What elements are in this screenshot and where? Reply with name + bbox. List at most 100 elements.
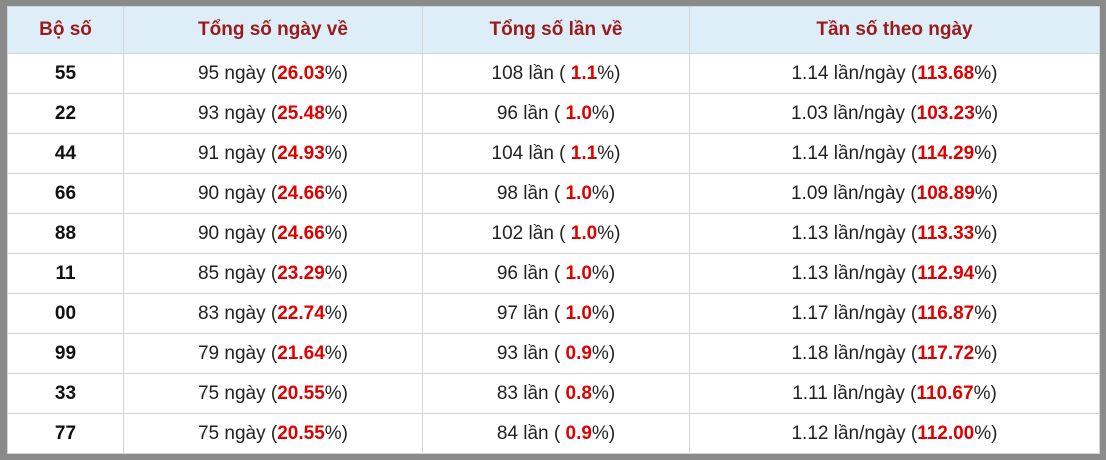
stat-cell: 84 lần ( 0.9%) <box>422 413 690 454</box>
percent-value: 0.8 <box>565 382 592 404</box>
stat-text: 93 ngày ( <box>197 102 278 124</box>
stat-text: %) <box>324 62 348 84</box>
percent-value: 24.66 <box>277 222 325 244</box>
pair-number: 88 <box>7 213 124 254</box>
stat-cell: 91 ngày (24.93%) <box>123 133 423 174</box>
stat-text: 1.09 lần/ngày ( <box>790 182 917 204</box>
stat-text: 104 lần ( <box>491 142 571 164</box>
percent-value: 112.94 <box>917 262 975 284</box>
stat-text: %) <box>974 422 998 444</box>
stat-text: 1.12 lần/ngày ( <box>791 422 918 444</box>
stat-cell: 96 lần ( 1.0%) <box>422 253 690 294</box>
stat-cell: 90 ngày (24.66%) <box>123 213 423 254</box>
stat-text: 93 lần ( <box>496 342 566 364</box>
stat-text: %) <box>974 142 998 164</box>
percent-value: 117.72 <box>917 342 975 364</box>
stat-text: 98 lần ( <box>496 182 566 204</box>
stat-text: 95 ngày ( <box>197 62 278 84</box>
stat-cell: 93 ngày (25.48%) <box>123 93 423 134</box>
stat-text: %) <box>324 222 348 244</box>
stat-text: 108 lần ( <box>491 62 571 84</box>
stat-text: %) <box>591 382 616 404</box>
stat-cell: 1.18 lần/ngày (117.72%) <box>689 333 1100 374</box>
stat-text: %) <box>591 262 616 284</box>
percent-value: 1.0 <box>565 262 592 284</box>
stat-text: %) <box>591 422 616 444</box>
pair-number: 22 <box>7 93 124 134</box>
stat-text: 1.13 lần/ngày ( <box>791 222 918 244</box>
stat-text: 83 ngày ( <box>197 302 278 324</box>
table-row: 77 75 ngày (20.55%) 84 lần ( 0.9%) 1.12 lần… <box>7 413 1100 454</box>
table-row: 00 83 ngày (22.74%) 97 lần ( 1.0%) 1.17 lần… <box>7 293 1100 334</box>
stat-cell: 1.13 lần/ngày (112.94%) <box>689 253 1100 294</box>
percent-value: 20.55 <box>277 382 325 404</box>
stat-cell: 1.17 lần/ngày (116.87%) <box>689 293 1100 334</box>
stat-text: %) <box>974 102 999 124</box>
stat-cell: 95 ngày (26.03%) <box>123 53 423 94</box>
table-row: 55 95 ngày (26.03%) 108 lần ( 1.1%) 1.14 lầ… <box>7 53 1100 94</box>
stat-text: %) <box>597 222 621 244</box>
stat-cell: 1.09 lần/ngày (108.89%) <box>689 173 1100 214</box>
stat-text: 1.03 lần/ngày ( <box>790 102 917 124</box>
stat-text: 1.18 lần/ngày ( <box>791 342 918 364</box>
percent-value: 1.0 <box>565 302 592 324</box>
percent-value: 1.0 <box>565 182 592 204</box>
pair-number: 66 <box>7 173 124 214</box>
stats-table: Bộ số Tổng số ngày về Tổng số lần về Tần số… <box>7 6 1100 454</box>
stat-cell: 1.14 lần/ngày (113.68%) <box>689 53 1100 94</box>
percent-value: 1.1 <box>570 142 598 164</box>
stat-text: %) <box>597 62 621 84</box>
stat-text: %) <box>324 182 348 204</box>
percent-value: 113.68 <box>917 62 975 84</box>
percent-value: 113.33 <box>917 222 975 244</box>
stat-text: %) <box>324 262 348 284</box>
percent-value: 114.29 <box>917 142 975 164</box>
percent-value: 1.0 <box>565 102 592 124</box>
stat-text: %) <box>974 222 998 244</box>
stat-text: %) <box>974 342 998 364</box>
stat-text: %) <box>324 422 348 444</box>
stat-cell: 96 lần ( 1.0%) <box>422 93 690 134</box>
stat-text: %) <box>324 302 348 324</box>
stat-text: %) <box>973 382 997 404</box>
percent-value: 103.23 <box>916 102 975 124</box>
percent-value: 116.87 <box>917 302 975 324</box>
stat-text: %) <box>591 102 616 124</box>
stat-text: 84 lần ( <box>496 422 566 444</box>
percent-value: 25.48 <box>277 102 325 124</box>
stat-text: 75 ngày ( <box>197 422 278 444</box>
stat-text: 1.13 lần/ngày ( <box>791 262 918 284</box>
percent-value: 22.74 <box>277 302 325 324</box>
table-row: 44 91 ngày (24.93%) 104 lần ( 1.1%) 1.14 lầ… <box>7 133 1100 174</box>
percent-value: 0.9 <box>565 422 592 444</box>
stat-text: 79 ngày ( <box>197 342 278 364</box>
stat-cell: 98 lần ( 1.0%) <box>422 173 690 214</box>
stat-text: 97 lần ( <box>496 302 566 324</box>
pair-number: 33 <box>7 373 124 414</box>
stat-text: %) <box>974 62 998 84</box>
pair-number: 77 <box>7 413 124 454</box>
stat-text: %) <box>591 302 616 324</box>
table-row: 22 93 ngày (25.48%) 96 lần ( 1.0%) 1.03 lần… <box>7 93 1100 134</box>
stat-cell: 1.13 lần/ngày (113.33%) <box>689 213 1100 254</box>
pair-number: 00 <box>7 293 124 334</box>
stat-text: %) <box>324 102 348 124</box>
stat-cell: 1.11 lần/ngày (110.67%) <box>689 373 1100 414</box>
percent-value: 110.67 <box>916 382 974 404</box>
stat-cell: 104 lần ( 1.1%) <box>422 133 690 174</box>
stat-cell: 1.03 lần/ngày (103.23%) <box>689 93 1100 134</box>
stat-cell: 83 lần ( 0.8%) <box>422 373 690 414</box>
header-cell: Tần số theo ngày <box>689 6 1100 54</box>
stat-text: 1.17 lần/ngày ( <box>791 302 918 324</box>
stat-text: %) <box>974 182 999 204</box>
header-cell: Tổng số ngày về <box>123 6 423 54</box>
table-row: 66 90 ngày (24.66%) 98 lần ( 1.0%) 1.09 lần… <box>7 173 1100 214</box>
percent-value: 108.89 <box>916 182 975 204</box>
stat-cell: 1.12 lần/ngày (112.00%) <box>689 413 1100 454</box>
header-cell: Bộ số <box>7 6 124 54</box>
stat-text: %) <box>591 342 616 364</box>
stat-cell: 90 ngày (24.66%) <box>123 173 423 214</box>
stat-text: 83 lần ( <box>496 382 566 404</box>
table-row: 33 75 ngày (20.55%) 83 lần ( 0.8%) 1.11 lần… <box>7 373 1100 414</box>
stat-text: 1.14 lần/ngày ( <box>791 142 918 164</box>
